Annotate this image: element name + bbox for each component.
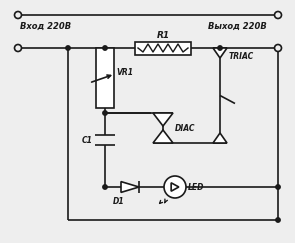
- Circle shape: [276, 218, 280, 222]
- Polygon shape: [213, 133, 227, 143]
- Circle shape: [275, 11, 281, 18]
- Text: Вход 220В: Вход 220В: [20, 22, 71, 31]
- Text: Выход 220В: Выход 220В: [208, 22, 267, 31]
- Text: DIAC: DIAC: [175, 123, 196, 132]
- Circle shape: [14, 11, 22, 18]
- Circle shape: [276, 185, 280, 189]
- Text: TRIAC: TRIAC: [229, 52, 254, 61]
- Circle shape: [103, 111, 107, 115]
- Circle shape: [66, 46, 70, 50]
- Circle shape: [275, 44, 281, 52]
- Circle shape: [103, 185, 107, 189]
- Circle shape: [103, 46, 107, 50]
- Bar: [135, 42, 191, 55]
- Text: R1: R1: [156, 31, 170, 40]
- Text: LED: LED: [188, 182, 204, 191]
- Text: D1: D1: [113, 197, 125, 206]
- Text: VR1: VR1: [116, 68, 133, 77]
- Polygon shape: [121, 182, 139, 192]
- Text: C1: C1: [82, 136, 93, 145]
- Polygon shape: [153, 130, 173, 143]
- Circle shape: [218, 46, 222, 50]
- Polygon shape: [153, 113, 173, 126]
- Circle shape: [14, 44, 22, 52]
- Bar: [96, 48, 114, 108]
- Polygon shape: [171, 183, 179, 191]
- Circle shape: [164, 176, 186, 198]
- Polygon shape: [213, 48, 227, 58]
